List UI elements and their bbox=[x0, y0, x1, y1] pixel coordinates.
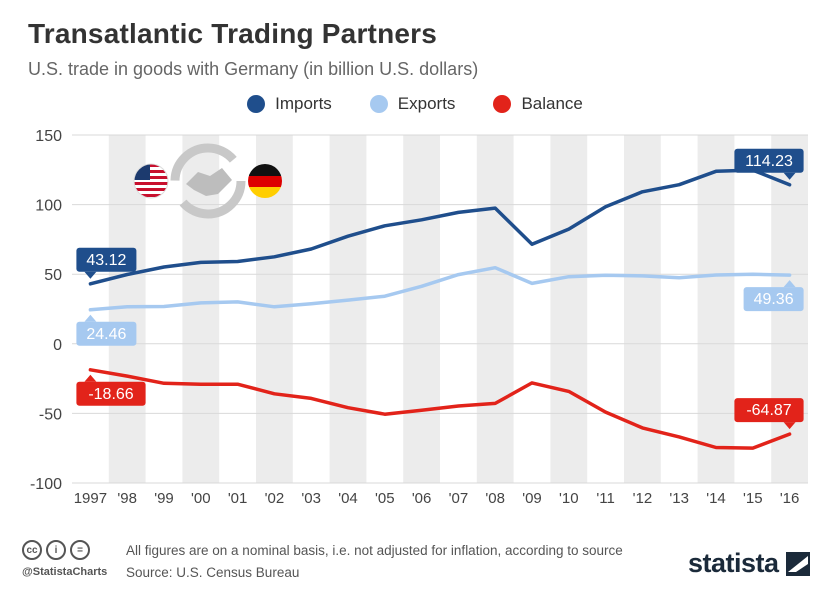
grid-band bbox=[476, 135, 514, 483]
series-line-imports bbox=[88, 168, 792, 286]
data-labels: 43.12 114.23 24.46 49.36 -18.66 -64.87 bbox=[76, 148, 804, 430]
handshake-icon bbox=[170, 143, 246, 219]
y-tick-label: -50 bbox=[39, 406, 62, 423]
statista-logo-icon bbox=[786, 552, 810, 576]
grid-band bbox=[550, 135, 588, 483]
legend-label: Exports bbox=[397, 94, 456, 113]
legend-item: Balance bbox=[493, 94, 583, 114]
x-tick-label: '12 bbox=[633, 490, 653, 507]
data-label-imports-end: 114.23 bbox=[734, 148, 804, 180]
data-label-balance-start-text: -18.66 bbox=[88, 386, 133, 403]
line-chart: 150 100 50 0 -50 -100 1997 '98 '99 '00 '01 '02 '03 '… bbox=[30, 128, 808, 507]
social-handle: @StatistaCharts bbox=[22, 566, 108, 578]
x-tick-label: 1997 bbox=[74, 490, 107, 507]
legend-swatch bbox=[247, 95, 266, 113]
data-label-exports-end: 49.36 bbox=[743, 280, 804, 312]
x-tick-label: '11 bbox=[596, 490, 614, 507]
x-axis-ticks: 1997 '98 '99 '00 '01 '02 '03 '04 '05 '06 '07 '08 '09… bbox=[74, 490, 800, 507]
x-tick-label: '13 bbox=[669, 490, 689, 507]
chart-title: Transatlantic Trading Partners bbox=[28, 18, 438, 49]
series-line-balance bbox=[88, 368, 792, 450]
trade-emblem bbox=[133, 143, 282, 219]
data-label-exports-start-box bbox=[76, 321, 137, 346]
x-tick-label: '07 bbox=[449, 490, 469, 507]
data-label-balance-end-text: -64.87 bbox=[746, 402, 791, 419]
x-tick-label: '08 bbox=[485, 490, 505, 507]
data-label-imports-start-pointer bbox=[84, 271, 97, 279]
statista-logo: statista bbox=[688, 548, 779, 578]
data-label-exports-start: 24.46 bbox=[76, 314, 137, 346]
series-line-exports bbox=[88, 265, 792, 312]
footer-source: Source: U.S. Census Bureau bbox=[126, 565, 300, 580]
x-tick-label: '00 bbox=[191, 490, 211, 507]
x-tick-label: '04 bbox=[338, 490, 358, 507]
data-label-balance-end-box bbox=[734, 398, 804, 423]
data-label-balance-start-pointer bbox=[84, 374, 97, 382]
data-label-imports-end-text: 114.23 bbox=[745, 153, 793, 170]
series-lines bbox=[88, 168, 792, 450]
data-label-balance-end-pointer bbox=[783, 422, 796, 430]
x-tick-label: '02 bbox=[265, 490, 285, 507]
grid-band bbox=[697, 135, 735, 483]
legend-label: Imports bbox=[275, 94, 332, 113]
data-label-exports-end-text: 49.36 bbox=[754, 291, 794, 308]
grid-lines bbox=[72, 134, 808, 484]
legend-item: Exports bbox=[369, 94, 456, 114]
x-tick-label: '15 bbox=[743, 490, 763, 507]
legend-label: Balance bbox=[521, 94, 583, 113]
y-tick-label: 100 bbox=[35, 198, 62, 215]
data-label-balance-start: -18.66 bbox=[76, 374, 146, 406]
legend-swatch bbox=[493, 95, 512, 113]
data-label-exports-start-text: 24.46 bbox=[86, 326, 126, 343]
data-label-imports-start-box bbox=[76, 247, 137, 272]
license-icons: cc i = bbox=[22, 540, 90, 560]
x-tick-label: '06 bbox=[412, 490, 432, 507]
x-tick-label: '14 bbox=[706, 490, 726, 507]
x-tick-label: '16 bbox=[780, 490, 800, 507]
no-derivatives-icon: = bbox=[70, 540, 90, 560]
germany-flag-icon bbox=[248, 164, 282, 198]
y-axis-ticks: 150 100 50 0 -50 -100 bbox=[30, 128, 62, 493]
data-label-exports-start-pointer bbox=[84, 314, 97, 322]
legend-item: Imports bbox=[247, 94, 332, 114]
x-tick-label: '03 bbox=[301, 490, 321, 507]
chart-subtitle: U.S. trade in goods with Germany (in bil… bbox=[28, 59, 479, 79]
x-tick-label: '01 bbox=[228, 490, 248, 507]
x-tick-label: '09 bbox=[522, 490, 542, 507]
x-tick-label: '98 bbox=[117, 490, 137, 507]
x-tick-label: '99 bbox=[154, 490, 174, 507]
attribution-icon: i bbox=[46, 540, 66, 560]
data-label-exports-end-pointer bbox=[783, 280, 796, 288]
legend-swatch bbox=[369, 95, 388, 113]
y-tick-label: -100 bbox=[30, 476, 62, 493]
creative-commons-icon: cc bbox=[22, 540, 42, 560]
data-label-balance-start-box bbox=[76, 381, 146, 406]
x-tick-label: '10 bbox=[559, 490, 579, 507]
x-tick-label: '05 bbox=[375, 490, 395, 507]
data-label-imports-start: 43.12 bbox=[76, 247, 137, 279]
y-tick-label: 0 bbox=[53, 337, 62, 354]
data-label-balance-end: -64.87 bbox=[734, 398, 804, 430]
data-label-exports-end-box bbox=[743, 287, 804, 312]
data-label-imports-end-pointer bbox=[783, 172, 796, 180]
grid-band bbox=[403, 135, 440, 483]
data-label-imports-start-text: 43.12 bbox=[86, 252, 126, 269]
y-tick-label: 50 bbox=[44, 267, 62, 284]
legend: Imports Exports Balance bbox=[0, 94, 830, 114]
footer-note: All figures are on a nominal basis, i.e.… bbox=[126, 543, 623, 558]
y-tick-label: 150 bbox=[35, 128, 62, 145]
us-flag-icon bbox=[133, 163, 169, 199]
data-label-imports-end-box bbox=[734, 148, 804, 173]
grid-band bbox=[329, 135, 367, 483]
